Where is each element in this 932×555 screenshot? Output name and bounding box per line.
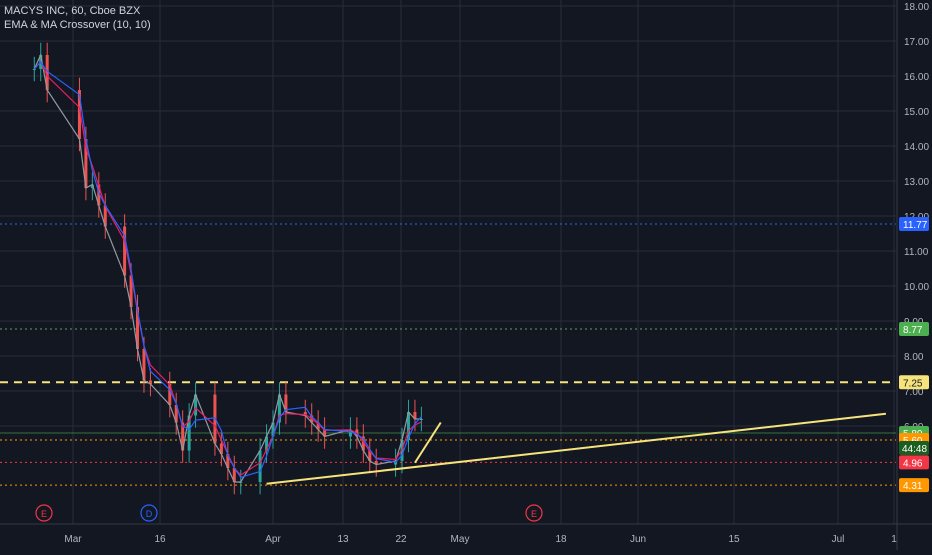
price-tick-label: 10.00	[904, 282, 929, 293]
earnings-marker-circle	[525, 504, 543, 522]
time-tick-label: 16	[154, 534, 166, 545]
candle-body	[368, 450, 372, 461]
earnings-marker-letter: E	[531, 509, 537, 519]
time-tick-label: 13	[337, 534, 349, 545]
time-tick-label: May	[451, 534, 470, 545]
price-tick-label: 13.00	[904, 177, 929, 188]
earnings-marker-letter: E	[41, 509, 47, 519]
candle-body	[77, 90, 81, 139]
price-tag-box	[899, 375, 929, 390]
countdown-label: 44:48	[902, 444, 927, 455]
candle-body	[84, 139, 88, 188]
candle-body	[103, 205, 107, 227]
candle-body	[142, 349, 146, 381]
candle-body	[232, 468, 236, 482]
time-tick-label: 1	[891, 534, 897, 545]
trendline-rising-support	[266, 412, 887, 485]
candle-body	[316, 422, 320, 430]
price-tag-box	[899, 455, 929, 470]
price-tag-label: 7.25	[903, 378, 923, 389]
earnings-marker[interactable]: E	[525, 504, 543, 522]
candle-body	[45, 55, 49, 90]
price-tag-label: 4.96	[903, 458, 923, 469]
candle-body	[374, 461, 378, 465]
candle-body	[348, 429, 352, 437]
price-tick-label: 8.00	[904, 352, 924, 363]
grid-lines	[0, 0, 896, 524]
candle-body	[258, 450, 262, 482]
time-tick-label: 18	[555, 534, 567, 545]
countdown-tag-box	[899, 441, 929, 455]
indicator-title: EMA & MA Crossover (10, 10)	[4, 19, 151, 31]
dividend-marker[interactable]: D	[140, 504, 158, 522]
earnings-marker-circle	[35, 504, 53, 522]
ma-line	[33, 61, 422, 478]
candle-body	[219, 443, 223, 454]
dividend-marker-circle	[140, 504, 158, 522]
time-tick-label: Apr	[265, 534, 281, 545]
time-tick-label: 22	[395, 534, 407, 545]
symbol-title: MACYS INC, 60, Cboe BZX	[4, 5, 141, 17]
candle-body	[413, 412, 417, 419]
candle-body	[277, 394, 281, 423]
close-price-line	[33, 53, 422, 483]
time-axis: Mar 16 Apr 13 22 May 18 Jun 15 Jul 1	[64, 534, 897, 545]
price-tick-label: 7.00	[904, 387, 924, 398]
trendlines	[266, 412, 887, 485]
price-tag-box	[899, 322, 929, 337]
price-tick-label: 16.00	[904, 72, 929, 83]
price-tag-box	[899, 478, 929, 493]
candle-body	[323, 429, 327, 437]
chart-legend: MACYS INC, 60, Cboe BZX EMA & MA Crossov…	[4, 4, 151, 32]
earnings-marker[interactable]: E	[35, 504, 53, 522]
price-tick-label: 18.00	[904, 2, 929, 13]
candle-body	[136, 307, 140, 349]
price-tag-box	[899, 217, 929, 232]
candle-body	[129, 275, 133, 307]
horizontal-levels	[0, 223, 896, 486]
time-tick-label: Jun	[630, 534, 646, 545]
candle-body	[181, 422, 185, 451]
price-tick-label: 11.00	[904, 247, 929, 258]
price-tag-label: 4.31	[903, 481, 923, 492]
candle-body	[148, 380, 152, 384]
price-tag-label: 11.77	[903, 220, 928, 231]
price-tag-label: 8.77	[903, 325, 923, 336]
candle-body	[406, 412, 410, 440]
dividend-marker-letter: D	[146, 509, 153, 519]
candle-body	[284, 394, 288, 412]
time-tick-label: Jul	[832, 534, 845, 545]
candle-body	[168, 384, 172, 405]
candle-body	[226, 454, 230, 468]
time-tick-label: Mar	[64, 534, 82, 545]
candle-body	[265, 436, 269, 451]
price-tick-label: 17.00	[904, 37, 929, 48]
candle-body	[303, 412, 307, 416]
price-tick-label: 14.00	[904, 142, 929, 153]
trendline-breakout-line	[414, 421, 442, 464]
candle-body	[174, 405, 178, 423]
candle-body	[361, 436, 365, 451]
candle-body	[32, 69, 36, 70]
candle-body	[271, 422, 275, 437]
time-tick-label: 15	[728, 534, 740, 545]
price-tick-label: 15.00	[904, 107, 929, 118]
candle-body	[123, 226, 127, 276]
candle-body	[97, 184, 101, 206]
candle-body	[187, 415, 191, 451]
candle-body	[194, 394, 198, 416]
